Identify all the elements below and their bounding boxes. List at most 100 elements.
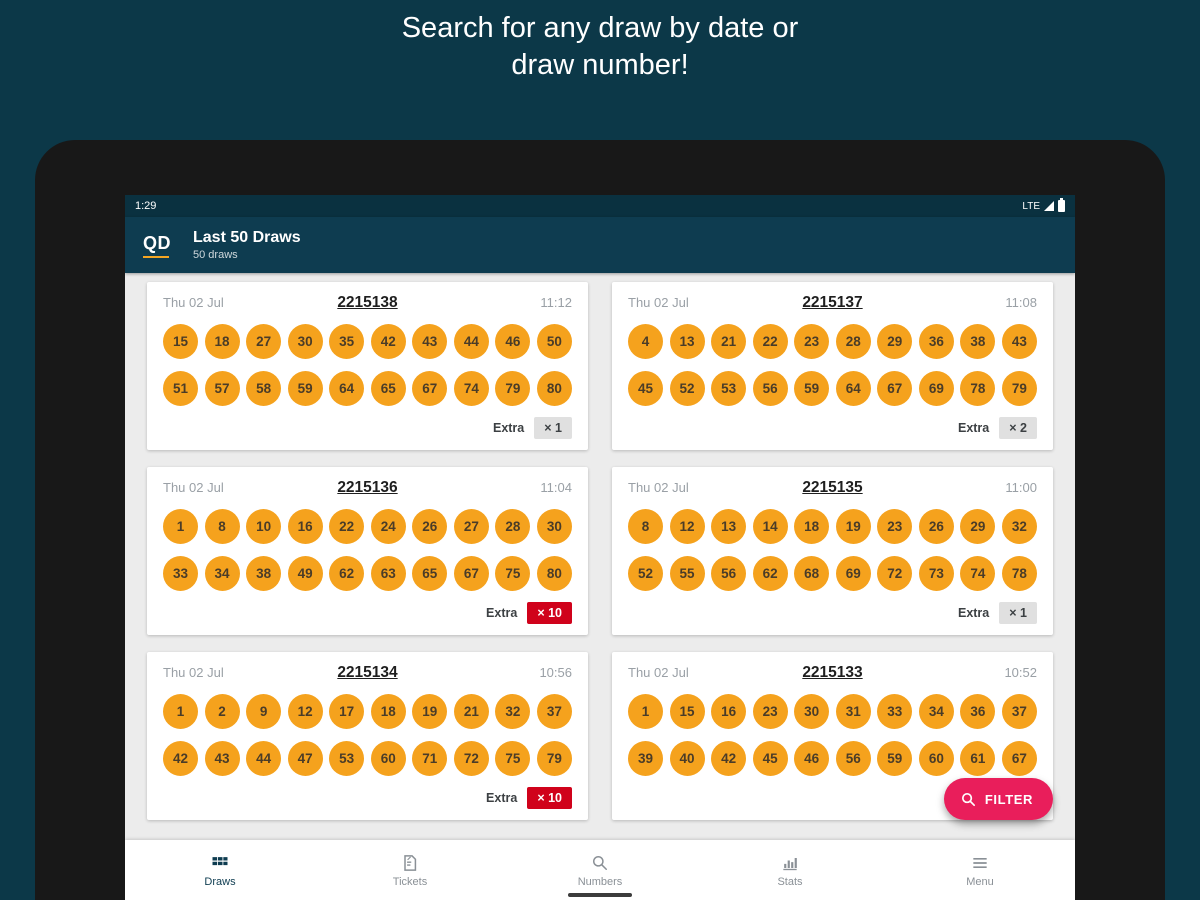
draw-card[interactable]: Thu 02 Jul 2215137 11:08 4 13 21 22 23 28 29 36… xyxy=(612,282,1053,450)
number-ball: 73 xyxy=(918,556,954,591)
ball-row: 52 55 56 62 68 69 72 73 74 78 xyxy=(628,556,1037,591)
extra-badge: × 10 xyxy=(527,602,572,624)
number-ball: 26 xyxy=(412,509,448,544)
draw-number: 2215138 xyxy=(337,294,398,311)
ball-row: 51 57 58 59 64 65 67 74 79 80 xyxy=(163,371,572,406)
number-ball: 21 xyxy=(453,694,489,729)
nav-item-menu[interactable]: Menu xyxy=(885,840,1075,900)
number-ball: 46 xyxy=(794,741,830,776)
number-ball: 64 xyxy=(835,371,871,406)
number-ball: 69 xyxy=(918,371,954,406)
draw-grid: Thu 02 Jul 2215138 11:12 15 18 27 30 35 42 43 4… xyxy=(125,273,1075,840)
extra-label: Extra xyxy=(486,791,518,805)
draw-card[interactable]: Thu 02 Jul 2215134 10:56 1 2 9 12 17 18 19 21 32… xyxy=(147,652,588,820)
number-ball: 65 xyxy=(370,371,406,406)
number-ball: 30 xyxy=(536,509,572,544)
number-ball: 43 xyxy=(1001,324,1037,359)
draw-card[interactable]: Thu 02 Jul 2215138 11:12 15 18 27 30 35 42 43 4… xyxy=(147,282,588,450)
number-ball: 80 xyxy=(536,556,572,591)
number-ball: 56 xyxy=(711,556,747,591)
nav-label: Numbers xyxy=(577,875,623,888)
number-ball: 35 xyxy=(329,324,365,359)
number-ball: 79 xyxy=(495,371,531,406)
number-ball: 29 xyxy=(960,509,996,544)
draw-card[interactable]: Thu 02 Jul 2215133 10:52 1 15 16 23 30 31 33 34… xyxy=(612,652,1053,820)
extra-label: Extra xyxy=(957,421,990,435)
number-ball: 16 xyxy=(287,509,323,544)
card-date: Thu 02 Jul xyxy=(628,480,689,495)
number-ball: 34 xyxy=(204,556,240,591)
extra-row: Extra × 1 xyxy=(628,601,1037,625)
number-ball: 53 xyxy=(711,371,747,406)
filter-fab[interactable]: FILTER xyxy=(943,778,1053,820)
ball-row: 45 52 53 56 59 64 67 69 78 79 xyxy=(628,371,1037,406)
number-ball: 36 xyxy=(960,694,996,729)
draw-number: 2215135 xyxy=(802,479,863,496)
nav-item-tickets[interactable]: Tickets xyxy=(315,840,505,900)
number-ball: 74 xyxy=(960,556,996,591)
number-ball: 29 xyxy=(877,324,913,359)
ball-row: 1 8 10 16 22 24 26 27 28 30 xyxy=(163,509,572,544)
nav-item-draws[interactable]: Draws xyxy=(125,840,315,900)
card-time: 11:08 xyxy=(1005,295,1037,310)
number-ball: 52 xyxy=(628,556,663,591)
nav-item-stats[interactable]: Stats xyxy=(695,840,885,900)
card-header: Thu 02 Jul 2215136 11:04 xyxy=(163,479,572,497)
number-ball: 36 xyxy=(918,324,954,359)
number-ball: 59 xyxy=(794,371,830,406)
app-bar-titles: Last 50 Draws 50 draws xyxy=(193,229,301,261)
number-ball: 69 xyxy=(835,556,871,591)
number-ball: 30 xyxy=(794,694,830,729)
draw-number: 2215136 xyxy=(337,479,398,496)
draw-card[interactable]: Thu 02 Jul 2215135 11:00 8 12 13 14 18 19 23 26… xyxy=(612,467,1053,635)
number-ball: 17 xyxy=(329,694,365,729)
number-ball: 72 xyxy=(877,556,913,591)
number-ball: 78 xyxy=(1001,556,1037,591)
number-ball: 32 xyxy=(1001,509,1037,544)
ball-row: 33 34 38 49 62 63 65 67 75 80 xyxy=(163,556,572,591)
number-ball: 62 xyxy=(329,556,365,591)
extra-row: Extra × 2 xyxy=(628,416,1037,440)
nav-item-numbers[interactable]: Numbers xyxy=(505,840,695,900)
number-ball: 27 xyxy=(246,324,282,359)
number-ball: 14 xyxy=(752,509,788,544)
number-ball: 37 xyxy=(536,694,572,729)
draw-card[interactable]: Thu 02 Jul 2215136 11:04 1 8 10 16 22 24 26 27 2… xyxy=(147,467,588,635)
nav-label: Stats xyxy=(777,875,803,888)
number-ball: 55 xyxy=(669,556,705,591)
card-date: Thu 02 Jul xyxy=(163,480,224,495)
number-ball: 33 xyxy=(163,556,198,591)
number-ball: 79 xyxy=(1001,371,1037,406)
card-header: Thu 02 Jul 2215134 10:56 xyxy=(163,664,572,682)
card-date: Thu 02 Jul xyxy=(628,295,689,310)
status-time: 1:29 xyxy=(135,200,157,212)
number-ball: 34 xyxy=(918,694,954,729)
ball-row: 1 2 9 12 17 18 19 21 32 37 xyxy=(163,694,572,729)
card-time: 11:00 xyxy=(1005,480,1037,495)
extra-row: Extra × 10 xyxy=(163,786,572,810)
number-ball: 18 xyxy=(204,324,240,359)
extra-badge: × 10 xyxy=(527,787,572,809)
number-ball: 30 xyxy=(287,324,323,359)
page-subtitle: 50 draws xyxy=(193,249,238,261)
app-screen: 1:29 LTE QD Last 50 Draws 50 draws Thu 0… xyxy=(125,195,1075,900)
number-ball: 23 xyxy=(877,509,913,544)
ball-row: 15 18 27 30 35 42 43 44 46 50 xyxy=(163,324,572,359)
number-ball: 2 xyxy=(204,694,240,729)
number-ball: 19 xyxy=(835,509,871,544)
number-ball: 67 xyxy=(877,371,913,406)
number-ball: 27 xyxy=(453,509,489,544)
card-date: Thu 02 Jul xyxy=(163,665,224,680)
home-indicator[interactable] xyxy=(568,893,632,897)
number-ball: 60 xyxy=(918,741,954,776)
number-ball: 42 xyxy=(370,324,406,359)
number-ball: 68 xyxy=(794,556,830,591)
number-ball: 12 xyxy=(669,509,705,544)
number-ball: 44 xyxy=(453,324,489,359)
card-header: Thu 02 Jul 2215135 11:00 xyxy=(628,479,1037,497)
number-ball: 79 xyxy=(536,741,572,776)
number-ball: 60 xyxy=(370,741,406,776)
number-ball: 78 xyxy=(960,371,996,406)
number-ball: 22 xyxy=(752,324,788,359)
number-ball: 59 xyxy=(287,371,323,406)
